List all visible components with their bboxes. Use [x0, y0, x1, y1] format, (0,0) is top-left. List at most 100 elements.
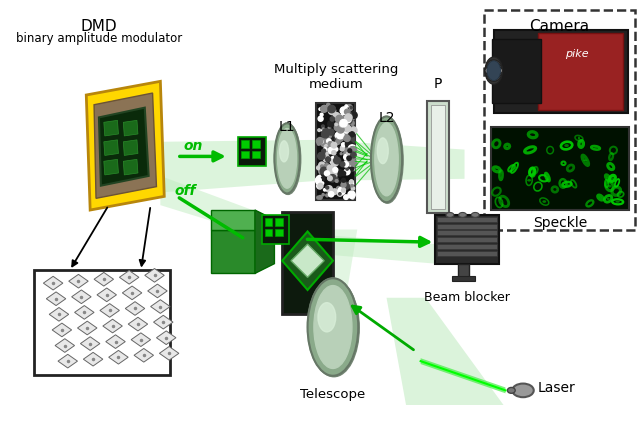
Circle shape — [344, 169, 350, 175]
Circle shape — [316, 177, 321, 183]
Polygon shape — [109, 350, 128, 364]
Circle shape — [328, 142, 332, 146]
Circle shape — [347, 164, 354, 172]
Polygon shape — [81, 337, 100, 350]
Circle shape — [344, 111, 352, 119]
Circle shape — [333, 173, 337, 178]
Circle shape — [351, 184, 353, 187]
Circle shape — [350, 152, 356, 158]
Circle shape — [316, 138, 324, 145]
Polygon shape — [77, 321, 97, 335]
Polygon shape — [44, 276, 63, 290]
Circle shape — [328, 107, 335, 114]
Circle shape — [321, 170, 327, 176]
Circle shape — [328, 169, 333, 173]
Ellipse shape — [578, 137, 580, 140]
Polygon shape — [83, 352, 103, 366]
Bar — [484, 10, 635, 230]
Circle shape — [349, 136, 355, 141]
Circle shape — [317, 143, 320, 145]
Circle shape — [342, 165, 345, 167]
Circle shape — [340, 119, 348, 127]
Polygon shape — [104, 140, 118, 155]
Circle shape — [324, 131, 332, 138]
Polygon shape — [124, 140, 138, 155]
Circle shape — [323, 155, 329, 160]
Circle shape — [342, 182, 349, 189]
Text: pike: pike — [565, 49, 588, 59]
Circle shape — [324, 144, 329, 149]
Circle shape — [349, 146, 356, 154]
Polygon shape — [103, 319, 122, 333]
Bar — [238, 137, 266, 166]
Bar — [437, 230, 497, 235]
Polygon shape — [104, 160, 118, 175]
Circle shape — [349, 138, 355, 143]
Circle shape — [321, 167, 328, 174]
Circle shape — [321, 135, 325, 139]
Polygon shape — [52, 323, 72, 337]
Circle shape — [330, 117, 335, 121]
Circle shape — [334, 158, 342, 165]
Circle shape — [346, 105, 353, 111]
Circle shape — [323, 134, 330, 141]
Circle shape — [321, 107, 326, 112]
Circle shape — [319, 136, 323, 141]
Circle shape — [328, 129, 334, 135]
Circle shape — [345, 114, 352, 121]
Circle shape — [322, 194, 324, 196]
Circle shape — [347, 156, 351, 160]
Circle shape — [337, 187, 340, 190]
Polygon shape — [86, 81, 164, 210]
Circle shape — [329, 175, 336, 182]
Bar — [437, 224, 497, 229]
Circle shape — [344, 135, 350, 141]
Circle shape — [336, 133, 339, 136]
Polygon shape — [161, 176, 435, 264]
Bar — [275, 229, 283, 236]
Circle shape — [324, 148, 327, 151]
Circle shape — [351, 167, 355, 170]
Circle shape — [335, 132, 342, 138]
Bar — [265, 229, 273, 236]
Circle shape — [349, 147, 356, 153]
Circle shape — [330, 137, 333, 141]
Circle shape — [317, 196, 320, 199]
Circle shape — [318, 183, 323, 189]
Circle shape — [328, 192, 334, 197]
Circle shape — [351, 183, 354, 186]
Bar — [252, 151, 260, 158]
Polygon shape — [282, 232, 333, 290]
Ellipse shape — [446, 212, 454, 217]
Circle shape — [337, 131, 344, 139]
Circle shape — [330, 168, 337, 175]
Circle shape — [350, 106, 353, 109]
Circle shape — [326, 186, 329, 189]
Polygon shape — [134, 349, 154, 362]
Circle shape — [323, 129, 330, 136]
Circle shape — [323, 155, 330, 162]
Polygon shape — [72, 290, 91, 303]
Circle shape — [325, 146, 327, 148]
Circle shape — [342, 188, 346, 192]
Circle shape — [350, 112, 357, 119]
Circle shape — [341, 179, 345, 183]
Polygon shape — [150, 300, 170, 314]
Circle shape — [335, 123, 337, 126]
Polygon shape — [94, 93, 156, 198]
Circle shape — [345, 105, 348, 108]
Text: off: off — [174, 184, 195, 198]
Circle shape — [328, 106, 335, 113]
Circle shape — [338, 127, 346, 135]
Bar — [437, 251, 497, 256]
Circle shape — [329, 141, 334, 146]
Polygon shape — [211, 230, 255, 273]
Circle shape — [346, 124, 351, 130]
Circle shape — [327, 165, 333, 171]
Circle shape — [323, 128, 324, 130]
Ellipse shape — [314, 286, 352, 368]
Circle shape — [348, 120, 354, 126]
Polygon shape — [120, 271, 139, 284]
Circle shape — [328, 146, 335, 153]
Circle shape — [337, 191, 342, 196]
